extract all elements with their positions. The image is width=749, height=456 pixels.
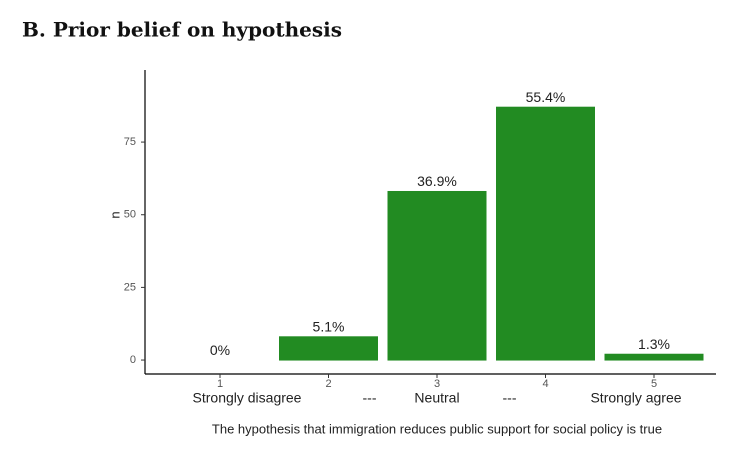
x-tick-label: 4 (542, 378, 548, 390)
y-tick-label: 50 (124, 209, 136, 221)
bar (496, 106, 595, 361)
x-tick-label: 1 (217, 378, 223, 390)
x-axis-title: The hypothesis that immigration reduces … (212, 421, 662, 436)
bar-label: 0% (210, 342, 230, 358)
bar-label: 36.9% (417, 173, 457, 189)
bar (387, 190, 487, 361)
x-category-description: Strongly disagree (193, 390, 302, 406)
x-tick-label: 5 (651, 378, 657, 390)
bar-label: 1.3% (638, 336, 670, 352)
bar-label: 55.4% (526, 89, 566, 105)
x-category-description: Strongly agree (590, 390, 681, 406)
chart-title: B. Prior belief on hypothesis (22, 18, 342, 42)
y-axis-title: n (107, 211, 122, 218)
x-category-description: --- (503, 390, 517, 406)
x-category-description: Neutral (414, 390, 459, 406)
y-tick-label: 75 (124, 136, 136, 148)
bar (604, 353, 704, 361)
x-tick-label: 3 (434, 378, 440, 390)
bar (279, 336, 378, 361)
x-tick-label: 2 (325, 378, 331, 390)
y-tick-label: 0 (130, 354, 136, 366)
bar-label: 5.1% (313, 319, 345, 335)
y-tick-label: 25 (124, 281, 136, 293)
x-category-description: --- (363, 390, 377, 406)
